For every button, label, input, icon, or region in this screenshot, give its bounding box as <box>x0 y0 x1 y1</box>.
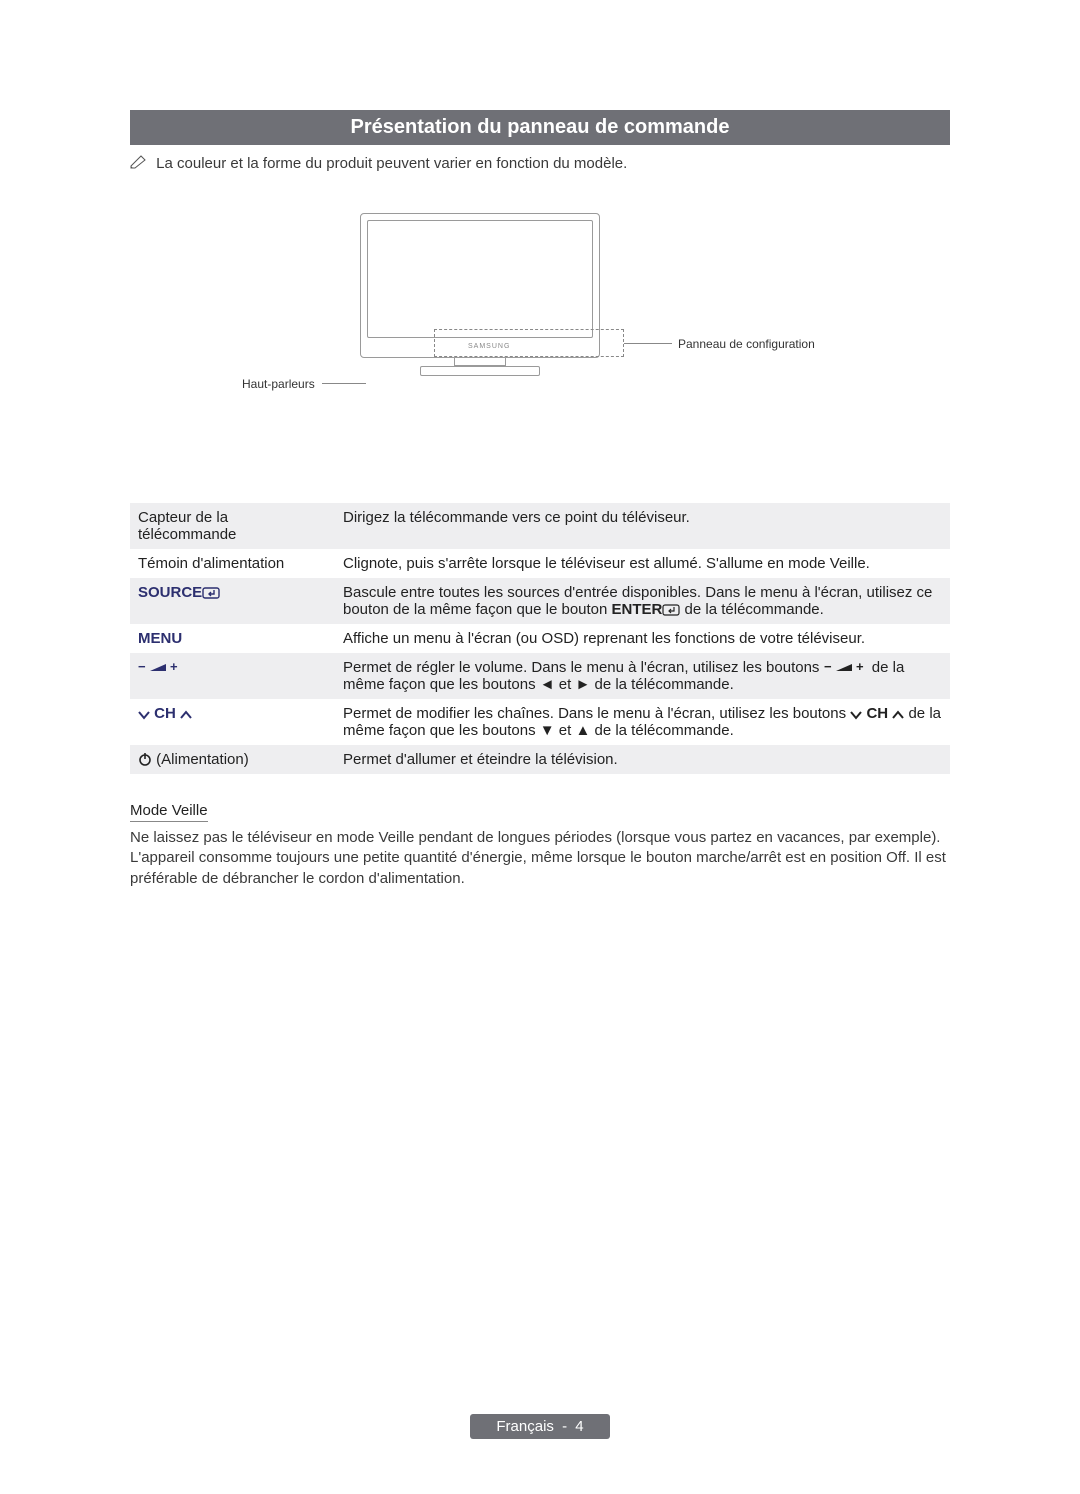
leader-line-panel <box>624 343 672 344</box>
row-desc: Clignote, puis s'arrête lorsque le télév… <box>335 549 950 578</box>
footer-page: 4 <box>575 1418 583 1435</box>
ch-text: CH <box>150 705 180 722</box>
row-desc: Permet de régler le volume. Dans le menu… <box>335 653 950 699</box>
row-desc: Affiche un menu à l'écran (ou OSD) repre… <box>335 624 950 653</box>
leader-line-speakers <box>322 383 366 384</box>
tv-stand-base <box>420 366 540 376</box>
chevron-up-icon <box>180 705 192 722</box>
table-row: −+ Permet de régler le volume. Dans le m… <box>130 653 950 699</box>
tv-outline: SAMSUNG <box>360 213 600 393</box>
tv-stand-neck <box>454 358 506 366</box>
source-text: SOURCE <box>138 584 202 601</box>
row-desc: Bascule entre toutes les sources d'entré… <box>335 578 950 624</box>
page-footer: Français - 4 <box>0 1414 1080 1439</box>
section-title-bar: Présentation du panneau de commande <box>130 110 950 145</box>
footer-sep: - <box>562 1418 567 1435</box>
table-row: SOURCE Bascule entre toutes les sources … <box>130 578 950 624</box>
standby-heading: Mode Veille <box>130 802 208 822</box>
svg-text:+: + <box>856 660 864 674</box>
table-row: MENU Affiche un menu à l'écran (ou OSD) … <box>130 624 950 653</box>
volume-minus-icon: −+ <box>138 659 182 676</box>
row-label-volume: −+ <box>130 653 335 699</box>
tv-bezel-inner <box>367 220 593 338</box>
power-label: (Alimentation) <box>152 751 249 768</box>
note-icon <box>130 155 148 173</box>
control-panel-table: Capteur de la télécommande Dirigez la té… <box>130 503 950 774</box>
desc-post: de la télécommande. <box>680 601 823 618</box>
table-row: Capteur de la télécommande Dirigez la té… <box>130 503 950 549</box>
row-desc: Permet de modifier les chaînes. Dans le … <box>335 699 950 745</box>
row-label-channel: CH <box>130 699 335 745</box>
desc-pre: Permet de modifier les chaînes. Dans le … <box>343 705 850 722</box>
note-text: La couleur et la forme du produit peuven… <box>156 155 627 172</box>
note-row: La couleur et la forme du produit peuven… <box>130 155 950 173</box>
desc-pre: Permet de régler le volume. Dans le menu… <box>343 659 824 676</box>
ch-text: CH <box>862 705 892 722</box>
chevron-down-icon <box>138 705 150 722</box>
row-label: MENU <box>130 624 335 653</box>
svg-text:−: − <box>138 660 146 674</box>
table-row: Témoin d'alimentation Clignote, puis s'a… <box>130 549 950 578</box>
enter-icon <box>662 601 680 618</box>
enter-word: ENTER <box>612 601 663 618</box>
page: Présentation du panneau de commande La c… <box>0 0 1080 1494</box>
table-row: (Alimentation) Permet d'allumer et étein… <box>130 745 950 774</box>
row-label-power: (Alimentation) <box>130 745 335 774</box>
standby-body: Ne laissez pas le téléviseur en mode Vei… <box>130 828 950 889</box>
row-desc: Permet d'allumer et éteindre la télévisi… <box>335 745 950 774</box>
svg-text:+: + <box>170 660 178 674</box>
power-icon <box>138 751 152 768</box>
row-label: Capteur de la télécommande <box>130 503 335 549</box>
label-config-panel: Panneau de configuration <box>678 337 815 351</box>
label-speakers: Haut-parleurs <box>242 377 315 391</box>
tv-diagram: SAMSUNG Panneau de configuration Haut-pa… <box>130 213 950 473</box>
svg-text:−: − <box>824 660 832 674</box>
row-label-source: SOURCE <box>130 578 335 624</box>
section-title: Présentation du panneau de commande <box>351 116 730 138</box>
row-label: Témoin d'alimentation <box>130 549 335 578</box>
table-row: CH Permet de modifier les chaînes. Dans … <box>130 699 950 745</box>
chevron-up-icon <box>892 705 904 722</box>
volume-icon: −+ <box>824 659 868 676</box>
enter-icon <box>202 584 220 601</box>
footer-lang: Français <box>496 1418 554 1435</box>
config-panel-highlight <box>434 329 624 357</box>
footer-pill: Français - 4 <box>470 1414 609 1439</box>
row-desc: Dirigez la télécommande vers ce point du… <box>335 503 950 549</box>
chevron-down-icon <box>850 705 862 722</box>
